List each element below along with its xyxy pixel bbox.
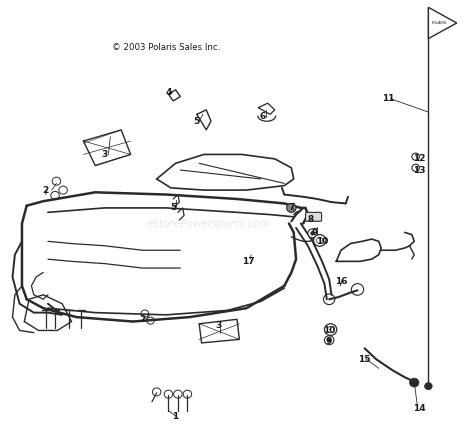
Circle shape	[412, 164, 419, 171]
Text: 2: 2	[139, 315, 146, 324]
Circle shape	[314, 235, 326, 246]
Text: 5: 5	[194, 117, 200, 126]
Text: 3: 3	[101, 150, 108, 159]
Text: 16: 16	[335, 277, 347, 286]
Text: 17: 17	[243, 257, 255, 266]
Text: 10: 10	[323, 326, 335, 335]
Text: 4: 4	[165, 88, 172, 97]
Polygon shape	[428, 8, 457, 38]
Circle shape	[324, 324, 337, 335]
Text: 14: 14	[413, 404, 425, 413]
Text: 9: 9	[326, 337, 332, 346]
FancyBboxPatch shape	[306, 212, 321, 221]
Text: 8: 8	[307, 215, 313, 224]
Text: © 2003 Polaris Sales Inc.: © 2003 Polaris Sales Inc.	[112, 43, 220, 52]
Text: 1: 1	[173, 412, 179, 421]
Text: 12: 12	[413, 154, 425, 164]
Text: 2: 2	[43, 186, 49, 194]
Circle shape	[310, 231, 315, 236]
Text: 11: 11	[382, 94, 394, 103]
Circle shape	[327, 338, 331, 342]
Text: 9: 9	[312, 228, 318, 237]
Circle shape	[410, 378, 419, 387]
Circle shape	[412, 153, 419, 160]
Circle shape	[287, 203, 296, 212]
Text: 5: 5	[170, 203, 176, 212]
Circle shape	[425, 383, 432, 390]
Text: 7: 7	[288, 203, 294, 212]
Text: 13: 13	[413, 166, 425, 175]
Text: eStorePowersports.com: eStorePowersports.com	[147, 219, 270, 228]
Text: 10: 10	[316, 237, 328, 246]
Text: 6: 6	[260, 112, 266, 121]
Text: POLARIS: POLARIS	[432, 21, 447, 25]
Text: 3: 3	[215, 321, 221, 330]
Circle shape	[324, 336, 334, 345]
Circle shape	[308, 229, 318, 238]
Text: 15: 15	[358, 355, 371, 364]
